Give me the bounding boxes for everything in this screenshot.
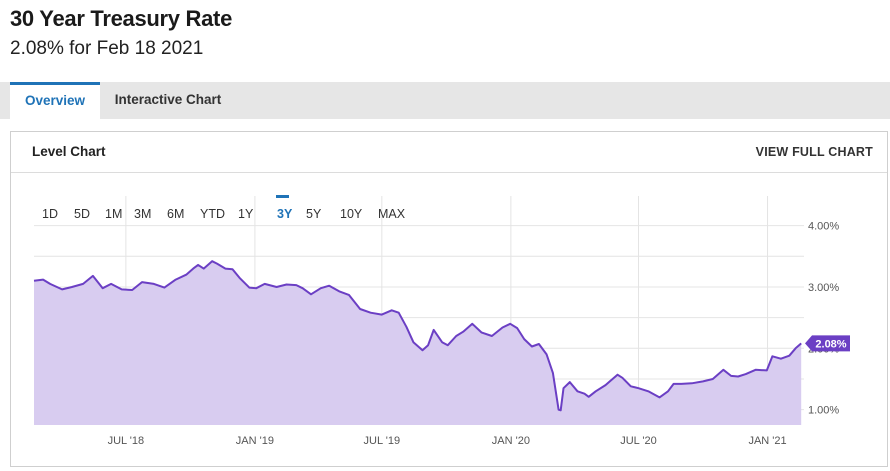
range-button-10y[interactable]: 10Y (340, 207, 363, 221)
card-header: Level Chart VIEW FULL CHART (11, 132, 887, 173)
range-button-1d[interactable]: 1D (42, 207, 58, 221)
view-full-chart-link[interactable]: VIEW FULL CHART (755, 145, 873, 159)
last-value-label: 2.08% (815, 338, 846, 350)
range-button-5y[interactable]: 5Y (306, 207, 322, 221)
x-tick-label: JAN '20 (492, 435, 530, 447)
x-tick-label: JUL '19 (364, 435, 401, 447)
range-button-5d[interactable]: 5D (74, 207, 90, 221)
tab-overview[interactable]: Overview (10, 82, 100, 119)
y-tick-label: 1.00% (808, 405, 839, 417)
tab-bar: Overview Interactive Chart (0, 82, 890, 119)
series-area (34, 261, 802, 425)
range-button-6m[interactable]: 6M (167, 207, 184, 221)
last-value-badge (805, 335, 850, 352)
range-button-3y[interactable]: 3Y (277, 207, 293, 221)
page-title: 30 Year Treasury Rate (10, 6, 233, 31)
level-chart: JUL '18 JAN '19 JUL '19 JAN '20 JUL '20 JAN '… (33, 195, 850, 447)
page-subtitle: 2.08% for Feb 18 2021 (10, 38, 204, 59)
tab-interactive-chart[interactable]: Interactive Chart (114, 92, 222, 107)
x-tick-label: JUL '20 (620, 435, 657, 447)
range-button-3m[interactable]: 3M (134, 207, 151, 221)
y-tick-label: 4.00% (808, 221, 839, 233)
x-tick-label: JAN '21 (748, 435, 786, 447)
series-line (33, 260, 802, 412)
range-button-1m[interactable]: 1M (105, 207, 122, 221)
x-tick-label: JAN '19 (236, 435, 274, 447)
x-tick-label: JUL '18 (108, 435, 145, 447)
range-active-indicator (276, 195, 289, 198)
range-button-1y[interactable]: 1Y (238, 207, 254, 221)
range-button-max[interactable]: MAX (378, 207, 406, 221)
y-tick-label: 3.00% (808, 282, 839, 294)
range-button-ytd[interactable]: YTD (200, 207, 225, 221)
level-chart-card: Level Chart VIEW FULL CHART JUL '18 JAN '… (10, 131, 888, 467)
card-title: Level Chart (32, 144, 106, 159)
